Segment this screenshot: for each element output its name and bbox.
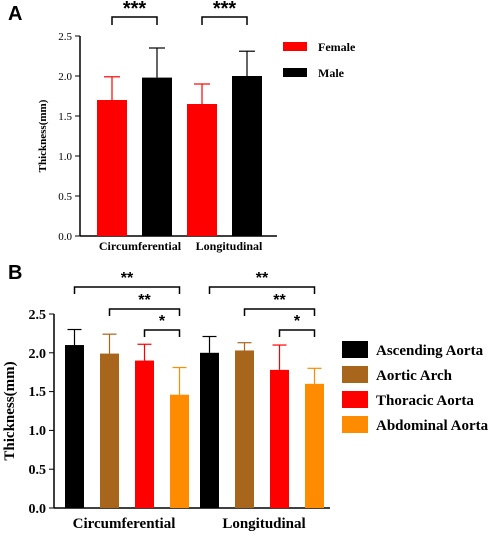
panel-b-y-axis-title: Thickness(mm) [2,361,18,460]
panel-b-marks: ********** [65,270,324,508]
significance-bracket-circumferential-1 [108,308,181,316]
significance-bracket-longitudinal [201,16,248,25]
significance-label-longitudinal-4: ** [273,292,286,309]
significance-bracket-circumferential-2 [143,329,181,337]
panel-a-y-axis-title: Thickness(mm) [37,99,49,172]
bar-thoracic-aorta-circumferential [135,360,154,508]
legend-swatch-female [283,42,307,51]
legend-swatch-abdominal-aorta [342,416,368,433]
bar-abdominal-aorta-longitudinal [305,383,324,508]
legend-swatch-male [283,68,307,77]
panel-a-ytick-label: 2.0 [58,71,72,83]
significance-bracket-longitudinal-3 [208,286,316,294]
significance-label-longitudinal: *** [213,0,237,20]
significance-bracket-circumferential-0 [73,286,181,294]
panel-b-ytick-label: 2.0 [29,347,47,362]
panel-b-ytick-label: 1.0 [29,424,47,439]
panel-a: A 0.0 0.5 1.0 1.5 2.0 2.5 Thickness(mm) … [8,0,356,253]
significance-label-longitudinal-5: * [294,313,301,330]
panel-b-ytick-label: 1.5 [29,385,47,400]
panel-a-marks: *** *** [97,0,262,236]
panel-b-ytick-label: 0.0 [29,502,47,517]
legend-label-ascending-aorta: Ascending Aorta [376,343,484,359]
legend-label-aortic-arch: Aortic Arch [376,368,453,384]
panel-b: B 0.0 0.5 1.0 1.5 2.0 2.5 Thickness(mm) … [2,262,489,532]
bar-aortic-arch-longitudinal [235,350,254,508]
bar-aortic-arch-circumferential [100,353,119,508]
significance-label-circumferential-0: ** [121,270,134,287]
bar-male-circumferential [142,77,172,236]
panel-a-ytick-label: 0.0 [58,231,72,243]
bar-female-circumferential [97,100,127,236]
panel-a-letter: A [8,3,22,25]
legend-label-female: Female [318,40,356,54]
bar-ascending-aorta-longitudinal [200,352,219,508]
panel-a-ytick-label: 1.5 [58,111,72,123]
bar-female-longitudinal [187,104,217,236]
significance-label-circumferential-1: ** [138,292,151,309]
legend-label-male: Male [318,66,345,80]
bar-abdominal-aorta-circumferential [170,394,189,508]
bar-male-longitudinal [232,76,262,236]
panel-b-ytick-label: 2.5 [29,308,47,323]
panel-b-ytick-label: 0.5 [29,463,47,478]
bar-ascending-aorta-circumferential [65,345,84,508]
legend-swatch-aortic-arch [342,366,368,383]
significance-label-circumferential-2: * [159,313,166,330]
legend-swatch-thoracic-aorta [342,391,368,408]
legend-label-thoracic-aorta: Thoracic Aorta [376,393,474,409]
legend-swatch-ascending-aorta [342,341,368,358]
significance-label-longitudinal-3: ** [256,270,269,287]
panel-a-ytick-label: 0.5 [58,191,72,203]
panel-b-letter: B [8,262,22,284]
panel-a-ytick-label: 2.5 [58,31,72,43]
panel-b-category-label: Longitudinal [222,516,305,532]
significance-bracket-longitudinal-5 [278,329,316,337]
bar-thoracic-aorta-longitudinal [270,369,289,508]
panel-a-category-label: Longitudinal [196,239,263,253]
significance-bracket-circumferential [111,16,158,25]
significance-label-circumferential: *** [123,0,147,20]
panel-a-category-label: Circumferential [99,239,182,253]
panel-b-category-label: Circumferential [73,516,176,532]
legend-label-abdominal-aorta: Abdominal Aorta [376,418,489,434]
significance-bracket-longitudinal-4 [243,308,316,316]
panel-a-ytick-label: 1.0 [58,151,72,163]
